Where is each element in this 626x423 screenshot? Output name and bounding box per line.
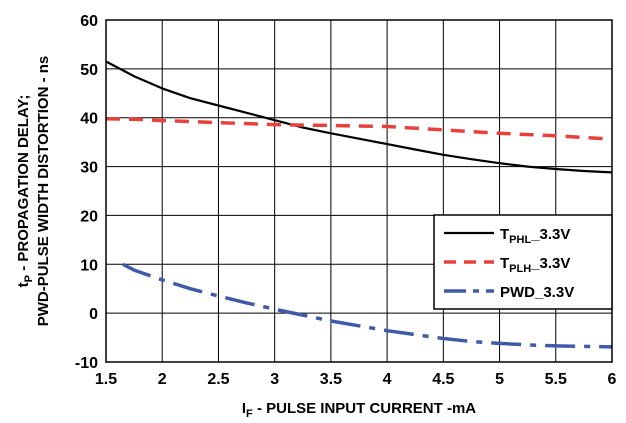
y-tick-label: 30 [80,160,98,177]
plot-frame [105,19,613,363]
x-axis-title-sub: F [246,408,253,420]
x-tick-label: 4.5 [432,371,454,388]
legend-box [433,214,613,310]
y-tick-label: 40 [80,111,98,128]
y-tick-label: 20 [80,208,98,225]
x-tick-label: 3.5 [320,371,342,388]
x-axis-title: IF - PULSE INPUT CURRENT -mA [242,400,476,420]
x-tick-label: 2 [158,371,167,388]
y-axis-title-line1-main: t [15,282,32,287]
plot-background [106,20,612,362]
series-line-pwd [122,262,613,349]
x-tick-labels: 1.5 2 2.5 3 3.5 4 4.5 5 5.5 6 [95,371,617,388]
x-axis-title-main: I [242,400,246,417]
x-tick-label: 2.5 [207,371,229,388]
series-line-tplh [105,116,613,141]
y-axis-title-line1-rest: - PROPAGATION DELAY; [15,95,32,275]
x-tick-label: 1.5 [95,371,117,388]
x-tick-label: 3 [270,371,279,388]
y-tick-label: 0 [89,306,98,323]
y-tick-label: 60 [80,13,98,30]
series-line-tphl [105,60,613,174]
legend-label: TPHL_3.3V [500,226,570,246]
legend-label: TPLH_3.3V [500,255,570,275]
x-tick-label: 4 [383,371,392,388]
legend-items: TPHL_3.3V TPLH_3.3V PWD_3.3V [444,226,574,301]
y-axis-title-line2: PWD-PULSE WIDTH DISTORTION - ns [35,56,52,327]
legend-label: PWD_3.3V [500,284,574,301]
y-tick-label: 10 [80,257,98,274]
legend: TPHL_3.3V TPLH_3.3V PWD_3.3V [433,214,613,310]
y-axis-title: tP - PROPAGATION DELAY; PWD-PULSE WIDTH … [15,56,52,327]
y-axis-title-line1-sub: P [23,275,35,282]
y-tick-label: 50 [80,62,98,79]
y-tick-label: -10 [75,355,98,372]
x-tick-label: 5 [495,371,504,388]
y-axis-title-line1: tP - PROPAGATION DELAY; [15,95,35,288]
x-tick-label: 5.5 [545,371,567,388]
x-tick-label: 6 [608,371,617,388]
series-group [105,60,613,349]
y-tick-labels: 60 50 40 30 20 10 0 -10 [75,13,98,372]
x-axis-title-rest: - PULSE INPUT CURRENT -mA [253,400,477,417]
